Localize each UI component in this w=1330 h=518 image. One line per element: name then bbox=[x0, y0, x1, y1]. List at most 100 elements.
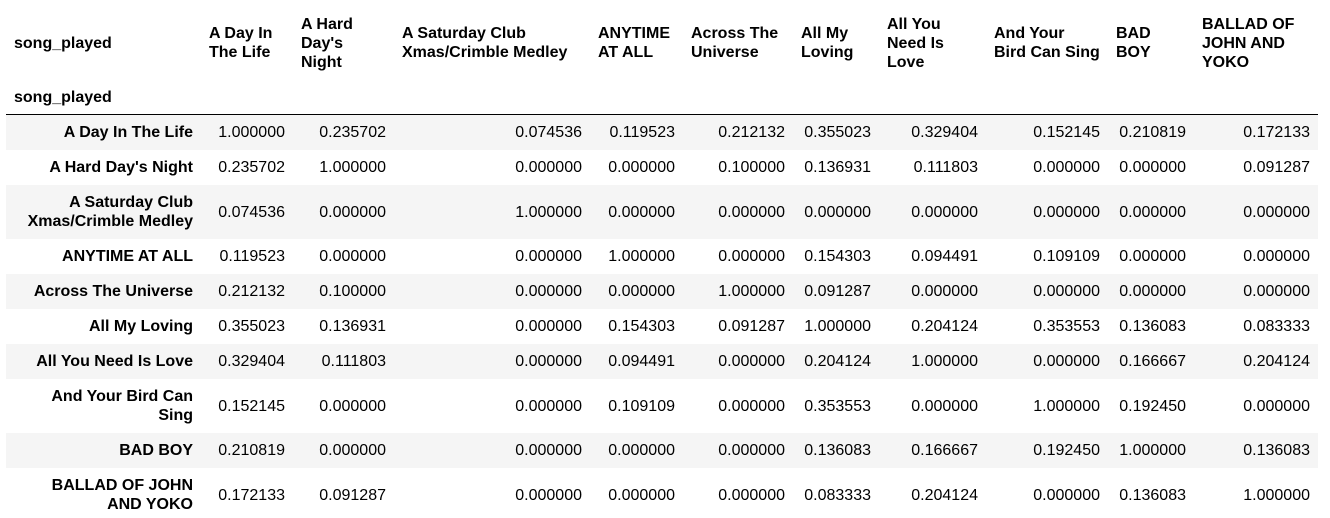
cell-value: 0.000000 bbox=[1119, 248, 1186, 265]
table-row: BALLAD OF JOHN AND YOKO 0.172133 0.09128… bbox=[6, 468, 1318, 518]
column-header: ANYTIME AT ALL bbox=[598, 25, 670, 61]
cell-value: 0.000000 bbox=[718, 353, 785, 370]
cell-value: 0.210819 bbox=[1119, 124, 1186, 141]
cell-value: 0.154303 bbox=[804, 248, 871, 265]
table-row: A Saturday Club Xmas/Crimble Medley 0.07… bbox=[6, 185, 1318, 239]
cell-value: 0.235702 bbox=[218, 159, 285, 176]
row-label: A Saturday Club Xmas/Crimble Medley bbox=[27, 194, 193, 230]
table-row: ANYTIME AT ALL 0.119523 0.000000 0.00000… bbox=[6, 239, 1318, 274]
cell-value: 0.192450 bbox=[1119, 397, 1186, 415]
cell-value: 0.000000 bbox=[718, 442, 785, 459]
cell-value: 0.204124 bbox=[804, 353, 871, 370]
column-header: Across The Universe bbox=[691, 25, 779, 61]
cell-value: 0.094491 bbox=[911, 248, 978, 265]
cell-value: 0.210819 bbox=[218, 442, 285, 459]
row-label: BAD BOY bbox=[119, 442, 193, 459]
cell-value: 0.000000 bbox=[515, 159, 582, 176]
cell-value: 0.111803 bbox=[321, 353, 386, 370]
cell-value: 0.000000 bbox=[608, 486, 675, 504]
cell-value: 0.000000 bbox=[608, 442, 675, 459]
cell-value: 0.152145 bbox=[1033, 124, 1100, 141]
columns-name: song_played bbox=[14, 34, 112, 52]
row-label: A Day In The Life bbox=[63, 124, 193, 141]
cell-value: 1.000000 bbox=[804, 318, 871, 335]
cell-value: 0.353553 bbox=[1033, 318, 1100, 335]
cell-value: 0.091287 bbox=[1243, 159, 1310, 176]
row-label: Across The Universe bbox=[33, 283, 193, 300]
cell-value: 0.000000 bbox=[515, 442, 582, 459]
cell-value: 0.000000 bbox=[718, 486, 785, 504]
cell-value: 0.000000 bbox=[515, 397, 582, 415]
row-label: BALLAD OF JOHN AND YOKO bbox=[51, 477, 193, 513]
cell-value: 0.000000 bbox=[515, 248, 582, 265]
cell-value: 0.329404 bbox=[911, 124, 978, 141]
table-row: A Day In The Life 1.000000 0.235702 0.07… bbox=[6, 114, 1318, 150]
cell-value: 0.329404 bbox=[218, 353, 285, 370]
cell-value: 0.000000 bbox=[319, 248, 386, 265]
cell-value: 1.000000 bbox=[218, 124, 285, 141]
cell-value: 0.083333 bbox=[1243, 318, 1310, 335]
cell-value: 0.109109 bbox=[1033, 248, 1100, 265]
cell-value: 1.000000 bbox=[718, 283, 785, 300]
cell-value: 0.172133 bbox=[218, 486, 285, 504]
row-label: All My Loving bbox=[89, 318, 193, 335]
cell-value: 0.353553 bbox=[804, 397, 871, 415]
cell-value: 0.000000 bbox=[718, 203, 785, 221]
cell-value: 0.000000 bbox=[718, 248, 785, 265]
cell-value: 0.000000 bbox=[718, 397, 785, 415]
table-row: And Your Bird Can Sing 0.152145 0.000000… bbox=[6, 379, 1318, 433]
cell-value: 0.119523 bbox=[219, 248, 285, 265]
cell-value: 1.000000 bbox=[1033, 397, 1100, 415]
cell-value: 0.000000 bbox=[515, 353, 582, 370]
table-row: BAD BOY 0.210819 0.000000 0.000000 0.000… bbox=[6, 433, 1318, 468]
column-header-row: song_played A Day In The Life A Hard Day… bbox=[6, 6, 1318, 80]
similarity-dataframe: song_played A Day In The Life A Hard Day… bbox=[6, 6, 1318, 518]
row-label: And Your Bird Can Sing bbox=[51, 388, 193, 424]
cell-value: 0.000000 bbox=[319, 442, 386, 459]
cell-value: 0.000000 bbox=[804, 203, 871, 221]
cell-value: 0.000000 bbox=[1119, 203, 1186, 221]
cell-value: 0.000000 bbox=[319, 203, 386, 221]
cell-value: 1.000000 bbox=[1119, 442, 1186, 459]
cell-value: 0.000000 bbox=[911, 283, 978, 300]
table-row: Across The Universe 0.212132 0.100000 0.… bbox=[6, 274, 1318, 309]
cell-value: 0.000000 bbox=[1243, 397, 1310, 415]
cell-value: 0.091287 bbox=[804, 283, 871, 300]
cell-value: 0.000000 bbox=[608, 159, 675, 176]
cell-value: 0.091287 bbox=[319, 486, 386, 504]
cell-value: 0.000000 bbox=[1119, 283, 1186, 300]
column-header: All You Need Is Love bbox=[887, 15, 944, 71]
cell-value: 0.235702 bbox=[319, 124, 386, 141]
cell-value: 0.136931 bbox=[319, 318, 386, 335]
cell-value: 0.166667 bbox=[1119, 353, 1186, 370]
cell-value: 0.000000 bbox=[911, 397, 978, 415]
cell-value: 1.000000 bbox=[608, 248, 675, 265]
cell-value: 0.136083 bbox=[804, 442, 871, 459]
index-header-row: song_played bbox=[6, 80, 1318, 115]
cell-value: 0.192450 bbox=[1033, 442, 1100, 459]
cell-value: 0.136083 bbox=[1119, 486, 1186, 504]
cell-value: 0.000000 bbox=[1033, 283, 1100, 300]
cell-value: 0.204124 bbox=[911, 486, 978, 504]
index-name: song_played bbox=[6, 80, 201, 115]
cell-value: 0.000000 bbox=[1243, 248, 1310, 265]
row-label: A Hard Day's Night bbox=[49, 159, 193, 176]
column-header: A Day In The Life bbox=[209, 25, 273, 61]
cell-value: 0.119523 bbox=[609, 124, 675, 141]
cell-value: 1.000000 bbox=[515, 203, 582, 221]
column-header: BALLAD OF JOHN AND YOKO bbox=[1202, 15, 1295, 71]
cell-value: 0.204124 bbox=[911, 318, 978, 335]
cell-value: 0.100000 bbox=[319, 283, 386, 300]
cell-value: 0.000000 bbox=[515, 318, 582, 335]
cell-value: 1.000000 bbox=[911, 353, 978, 370]
cell-value: 0.111803 bbox=[913, 159, 978, 176]
cell-value: 0.355023 bbox=[804, 124, 871, 141]
cell-value: 0.000000 bbox=[515, 486, 582, 504]
cell-value: 0.100000 bbox=[718, 159, 785, 176]
cell-value: 0.000000 bbox=[1119, 159, 1186, 176]
cell-value: 0.000000 bbox=[1243, 283, 1310, 300]
cell-value: 1.000000 bbox=[1243, 486, 1310, 504]
table-body: A Day In The Life 1.000000 0.235702 0.07… bbox=[6, 114, 1318, 518]
cell-value: 0.000000 bbox=[608, 203, 675, 221]
